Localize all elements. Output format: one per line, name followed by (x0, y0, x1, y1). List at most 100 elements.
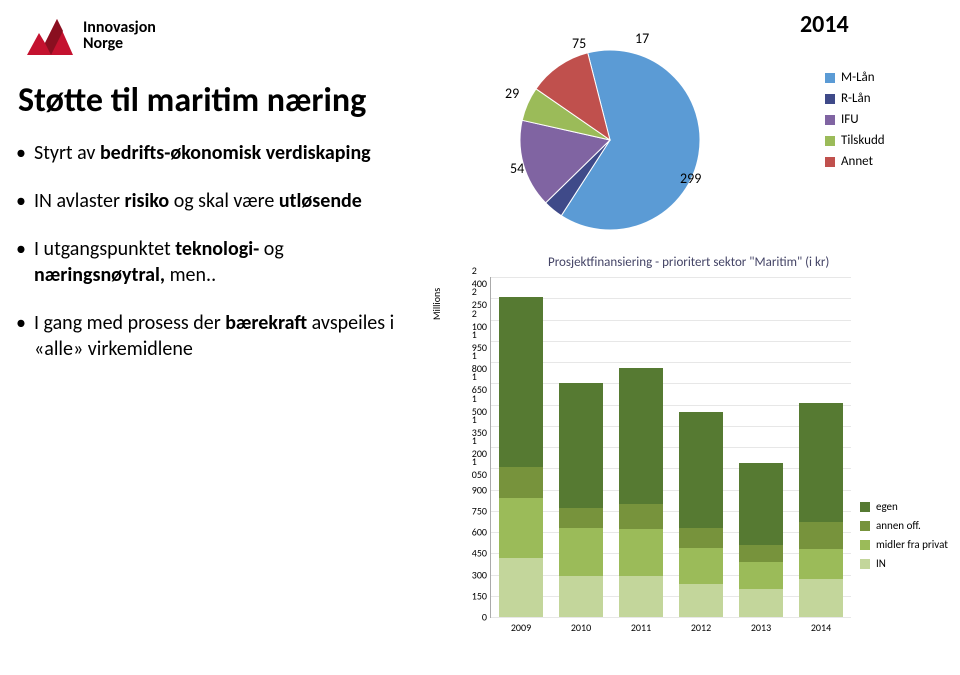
gridline (491, 447, 851, 448)
bar-segment (559, 528, 603, 576)
legend-item: IN (860, 557, 948, 570)
legend-swatch (860, 559, 870, 569)
bar-chart: Prosjektfinansiering - prioritert sektor… (428, 255, 948, 665)
y-tick-label: 0 (482, 611, 487, 624)
bullet-item: I gang med prosess der bærekraft avspeil… (14, 310, 414, 362)
legend-item: IFU (825, 112, 885, 127)
x-tick-label: 2011 (631, 621, 651, 634)
legend-label: R-Lån (841, 91, 871, 106)
bullet-item: IN avlaster risiko og skal være utløsend… (14, 188, 414, 214)
bar-segment (739, 545, 783, 562)
bullet-list: Styrt av bedrifts-økonomisk verdiskaping… (14, 140, 414, 384)
y-tick-label: 600 (472, 526, 487, 539)
y-tick-label: 300 (472, 568, 487, 581)
bar-column (799, 403, 843, 617)
x-tick-label: 2014 (811, 621, 831, 634)
pie-data-label: 299 (680, 170, 701, 187)
bar-column (739, 463, 783, 617)
gridline (491, 362, 851, 363)
legend-item: Annet (825, 154, 885, 169)
pie-chart: 2014 M-Lån R-Lån IFU Tilskudd Annet 299 17 75 2… (480, 10, 930, 260)
gridline (491, 383, 851, 384)
legend-swatch (860, 540, 870, 550)
legend-label: IFU (841, 112, 859, 127)
pie-data-label: 17 (635, 30, 649, 47)
page-title: Støtte til maritim næring (18, 80, 366, 121)
gridline (491, 532, 851, 533)
pie-svg (510, 40, 710, 240)
bar-segment (679, 412, 723, 528)
legend-swatch (825, 94, 835, 104)
bar-legend: egen annen off. midler fra privat IN (860, 500, 948, 576)
pie-data-label: 75 (572, 35, 586, 52)
legend-swatch (825, 157, 835, 167)
bar-segment (619, 368, 663, 504)
bar-segment (679, 528, 723, 548)
legend-label: M-Lån (841, 70, 875, 85)
bar-chart-title: Prosjektfinansiering - prioritert sektor… (548, 255, 829, 270)
pie-data-label: 29 (505, 85, 519, 102)
pie-year: 2014 (800, 10, 849, 39)
bar-chart-ylabel: Millions (430, 288, 443, 320)
gridline (491, 617, 851, 618)
legend-item: egen (860, 500, 948, 513)
bar-segment (679, 548, 723, 585)
bar-segment (559, 508, 603, 528)
legend-label: IN (876, 557, 886, 570)
gridline (491, 468, 851, 469)
bar-segment (559, 383, 603, 508)
bar-segment (799, 403, 843, 522)
legend-item: M-Lån (825, 70, 885, 85)
bar-segment (799, 549, 843, 579)
bar-segment (619, 504, 663, 530)
legend-swatch (860, 502, 870, 512)
logo-text-2: Norge (83, 36, 156, 52)
bar-segment (739, 562, 783, 589)
gridline (491, 298, 851, 299)
bar-segment (739, 589, 783, 617)
bar-segment (799, 579, 843, 617)
legend-item: R-Lån (825, 91, 885, 106)
gridline (491, 553, 851, 554)
bar-segment (499, 297, 543, 467)
gridline (491, 511, 851, 512)
logo: Innovasjon Norge (25, 15, 156, 57)
legend-label: annen off. (876, 519, 921, 532)
bar-segment (499, 498, 543, 558)
bar-plot-area: 01503004506007509001 0501 2001 3501 5001… (490, 277, 851, 618)
x-tick-label: 2013 (751, 621, 771, 634)
x-tick-label: 2012 (691, 621, 711, 634)
y-tick-label: 150 (472, 589, 487, 602)
legend-label: Annet (841, 154, 873, 169)
bar-segment (799, 522, 843, 549)
legend-label: midler fra privat (876, 538, 948, 551)
bullet-item: Styrt av bedrifts-økonomisk verdiskaping (14, 140, 414, 166)
bar-segment (499, 467, 543, 498)
bar-segment (559, 576, 603, 617)
y-tick-label: 900 (472, 483, 487, 496)
legend-item: midler fra privat (860, 538, 948, 551)
y-tick-label: 2 400 (472, 264, 487, 290)
legend-item: Tilskudd (825, 133, 885, 148)
bar-column (559, 383, 603, 617)
y-tick-label: 450 (472, 547, 487, 560)
bar-segment (619, 576, 663, 617)
gridline (491, 277, 851, 278)
bar-segment (619, 529, 663, 576)
legend-swatch (860, 521, 870, 531)
bar-column (619, 368, 663, 617)
y-tick-label: 750 (472, 504, 487, 517)
logo-mark (25, 15, 75, 57)
bar-column (499, 297, 543, 617)
legend-swatch (825, 136, 835, 146)
bar-column (679, 412, 723, 617)
bar-segment (739, 463, 783, 545)
gridline (491, 426, 851, 427)
x-tick-label: 2009 (511, 621, 531, 634)
gridline (491, 490, 851, 491)
legend-item: annen off. (860, 519, 948, 532)
gridline (491, 575, 851, 576)
bar-segment (499, 558, 543, 618)
logo-text: Innovasjon Norge (83, 20, 156, 52)
legend-label: Tilskudd (841, 133, 885, 148)
